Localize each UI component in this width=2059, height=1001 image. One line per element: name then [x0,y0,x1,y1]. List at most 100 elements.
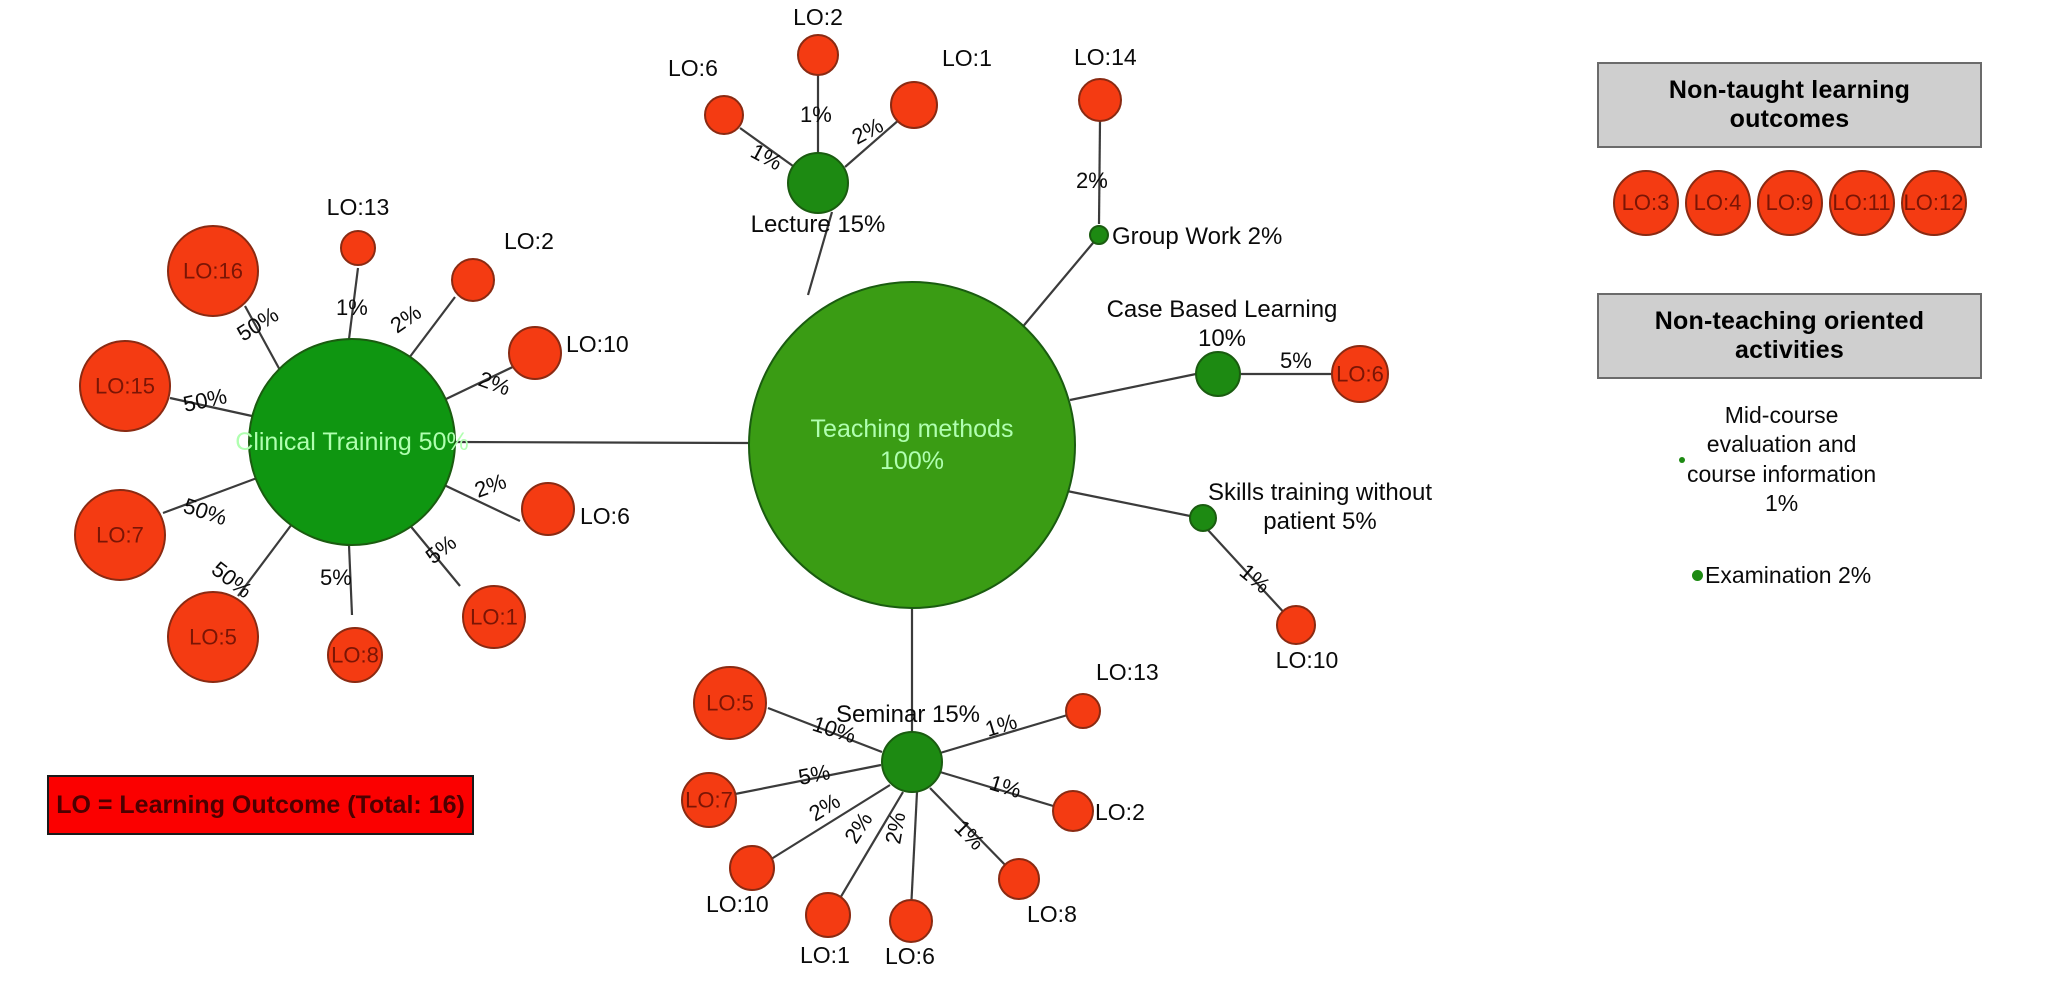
lo-node-skills-10[interactable]: LO:10 [1276,605,1339,673]
lecture-node-circle[interactable] [787,152,849,214]
lo-node-lecture-2[interactable]: LO:2 [793,4,843,76]
legend-non-taught-chip-3[interactable]: LO:11 [1828,170,1895,236]
lo-node-seminar-10[interactable]: LO:10 [706,845,775,917]
edge-lecture-lo2-label: 1% [800,102,832,127]
lecture-node-outside-label-0: Lecture 15% [751,211,886,238]
lo-node-clinical-5[interactable]: LO:5 [167,591,259,683]
lo-node-seminar-10-circle[interactable] [729,845,775,891]
lo-node-clinical-7-circle[interactable] [74,489,166,581]
edge-teaching-cbl [1069,372,1197,402]
teaching-methods-node-circle[interactable] [748,281,1076,609]
edge-skills-lo10 [1207,529,1289,618]
legend-non-taught-chip-1[interactable]: LO:4 [1684,170,1751,236]
lo-node-lecture-1[interactable]: LO:1 [890,45,992,129]
edge-seminar-lo8 [929,787,1013,873]
lo-node-lecture-1-circle[interactable] [890,81,938,129]
lo-node-cbl-6-label: LO:6 [1336,362,1384,387]
lo-node-skills-10-circle[interactable] [1276,605,1316,645]
edge-seminar-lo10 [767,784,891,862]
legend-non-taught-chip-2[interactable]: LO:9 [1756,170,1823,236]
lo-node-lecture-6-circle[interactable] [704,95,744,135]
lo-node-seminar-5-label: LO:5 [706,691,754,716]
lo-node-seminar-5[interactable]: LO:5 [693,666,767,740]
lo-node-clinical-16-circle[interactable] [167,225,259,317]
lo-node-lecture-6-label: LO:6 [668,55,718,81]
lo-node-seminar-6-circle[interactable] [889,899,933,943]
group-work-node[interactable]: Group Work 2% [1089,223,1282,250]
edge-seminar-lo2 [939,770,1061,810]
lo-node-clinical-2-circle[interactable] [451,258,495,302]
lo-node-seminar-7-circle[interactable] [681,772,737,828]
legend-activity-text-1: Examination 2% [1705,561,1872,588]
lo-node-clinical-15-circle[interactable] [79,340,171,432]
lo-node-clinical-13-circle[interactable] [340,230,376,266]
lo-node-lecture-6[interactable]: LO:6 [668,55,744,135]
seminar-node[interactable]: Seminar 15% [836,701,980,793]
lo-node-clinical-10-circle[interactable] [508,326,562,380]
legend-activity-dot-1 [1692,569,1703,581]
lo-node-clinical-1[interactable]: LO:1 [462,585,526,649]
edge-seminar-lo7 [729,763,882,797]
lo-node-cbl-6[interactable]: LO:6 [1331,345,1389,403]
clinical-training-node[interactable]: Clinical Training 50% [235,338,469,546]
lo-node-seminar-13-circle[interactable] [1065,693,1101,729]
lo-node-seminar-8[interactable]: LO:8 [998,858,1077,927]
lo-node-clinical-1-label: LO:1 [470,605,518,630]
lo-node-clinical-7[interactable]: LO:7 [74,489,166,581]
lo-node-clinical-6-circle[interactable] [521,482,575,536]
lo-node-clinical-1-circle[interactable] [462,585,526,649]
lo-node-skills-10-label: LO:10 [1276,647,1339,673]
lo-node-clinical-2[interactable]: LO:2 [451,228,554,302]
legend-non-taught-chip-0[interactable]: LO:3 [1612,170,1679,236]
lo-node-lecture-2-circle[interactable] [797,34,839,76]
lo-node-cbl-6-circle[interactable] [1331,345,1389,403]
lo-node-clinical-10[interactable]: LO:10 [508,326,629,380]
lo-node-seminar-7[interactable]: LO:7 [681,772,737,828]
edge-clinical-lo13-label: 1% [336,295,368,320]
lo-node-seminar-8-circle[interactable] [998,858,1040,900]
lo-node-lecture-2-label: LO:2 [793,4,843,30]
lo-node-clinical-8-circle[interactable] [327,627,383,683]
case-based-learning-node-outside-label-0: Case Based Learning [1107,296,1338,323]
edge-teaching-clinical [454,440,750,445]
teaching-methods-node[interactable]: Teaching methods 100% [748,281,1076,609]
lo-node-seminar-2-circle[interactable] [1052,790,1094,832]
seminar-node-circle[interactable] [881,731,943,793]
legend-non-taught-chip-4[interactable]: LO:12 [1900,170,1967,236]
lo-node-seminar-5-circle[interactable] [693,666,767,740]
lo-node-seminar-1-circle[interactable] [805,892,851,938]
lo-node-clinical-16[interactable]: LO:16 [167,225,259,317]
lecture-node[interactable]: Lecture 15% [751,152,886,238]
edge-clinical-lo2-label: 2% [386,299,426,338]
skills-training-node-circle[interactable] [1189,504,1217,532]
edge-seminar-lo13-label: 1% [982,709,1020,742]
group-work-node-circle[interactable] [1089,225,1109,245]
lo-node-seminar-13[interactable]: LO:13 [1065,659,1159,729]
lo-node-groupwork-14-circle[interactable] [1078,78,1122,122]
legend-activity-dot-0 [1679,456,1685,463]
lo-node-seminar-2[interactable]: LO:2 [1052,790,1145,832]
lo-node-clinical-8[interactable]: LO:8 [327,627,383,683]
lo-node-clinical-5-circle[interactable] [167,591,259,683]
lo-node-seminar-6[interactable]: LO:6 [885,899,935,969]
lo-node-clinical-6[interactable]: LO:6 [521,482,630,536]
lo-node-seminar-1[interactable]: LO:1 [800,892,851,968]
lo-node-groupwork-14[interactable]: LO:14 [1074,44,1137,122]
lo-node-clinical-13[interactable]: LO:13 [327,194,390,266]
edge-seminar-lo6-label: 2% [880,810,910,846]
lo-node-clinical-15[interactable]: LO:15 [79,340,171,432]
edge-clinical-lo15 [169,396,253,418]
edge-teaching-lecture [806,211,834,296]
lo-node-clinical-5-label: LO:5 [189,625,237,650]
case-based-learning-node-circle[interactable] [1195,351,1241,397]
edge-teaching-groupwork [1019,236,1099,331]
lo-node-lecture-1-label: LO:1 [942,45,992,71]
legend-non-taught-learning-outcomes: Non-taught learning outcomes LO:3 LO:4 LO:… [1597,62,1982,236]
lo-node-clinical-6-label: LO:6 [580,503,630,529]
edge-lecture-lo1-label: 2% [848,112,888,149]
legend-activity-text-0: Mid-course evaluation and course informa… [1687,402,1877,517]
clinical-training-node-circle[interactable] [248,338,456,546]
